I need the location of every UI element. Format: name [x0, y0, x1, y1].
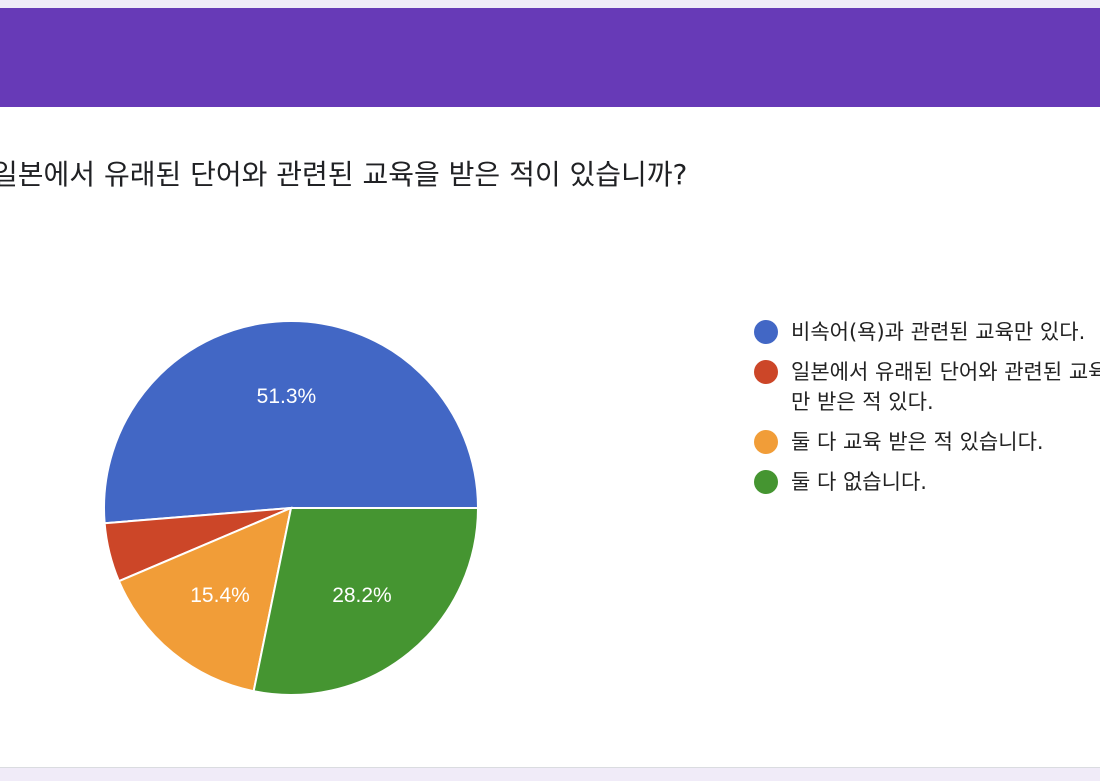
legend-item-neither[interactable]: 둘 다 없습니다.	[754, 467, 1100, 497]
pie-chart: 51.3% 15.4% 28.2%	[103, 320, 480, 696]
bottom-strip	[0, 768, 1100, 781]
legend-item-only-japanese-origin[interactable]: 일본에서 유래된 단어와 관련된 교육만 받은 적 있다.	[754, 357, 1100, 417]
pie-slice-neither[interactable]	[252, 507, 480, 696]
legend-dot	[754, 470, 778, 494]
legend-dot	[754, 430, 778, 454]
legend-item-only-profanity[interactable]: 비속어(욕)과 관련된 교육만 있다.	[754, 317, 1100, 347]
pie-data-label: 51.3%	[257, 385, 317, 408]
pie-slice-only-profanity[interactable]	[103, 320, 480, 525]
legend-label: 일본에서 유래된 단어와 관련된 교육만 받은 적 있다.	[791, 360, 1100, 414]
top-strip	[0, 0, 1100, 8]
legend-label: 둘 다 없습니다.	[791, 470, 927, 494]
form-header-bar: !	[0, 8, 1100, 107]
legend-item-both[interactable]: 둘 다 교육 받은 적 있습니다.	[754, 427, 1100, 457]
legend-label: 둘 다 교육 받은 적 있습니다.	[791, 430, 1044, 454]
response-summary-card: 일본에서 유래된 단어와 관련된 교육을 받은 적이 있습니까? 51.3% 15…	[0, 107, 1100, 768]
pie-data-label: 28.2%	[332, 584, 392, 607]
pie-data-label: 15.4%	[190, 584, 250, 607]
pie-slice-both[interactable]	[117, 506, 293, 693]
legend-dot	[754, 360, 778, 384]
question-title: 일본에서 유래된 단어와 관련된 교육을 받은 적이 있습니까?	[0, 158, 688, 191]
legend-label: 비속어(욕)과 관련된 교육만 있다.	[791, 320, 1086, 344]
chart-legend: 비속어(욕)과 관련된 교육만 있다. 일본에서 유래된 단어와 관련된 교육만…	[754, 317, 1100, 507]
legend-dot	[754, 320, 778, 344]
